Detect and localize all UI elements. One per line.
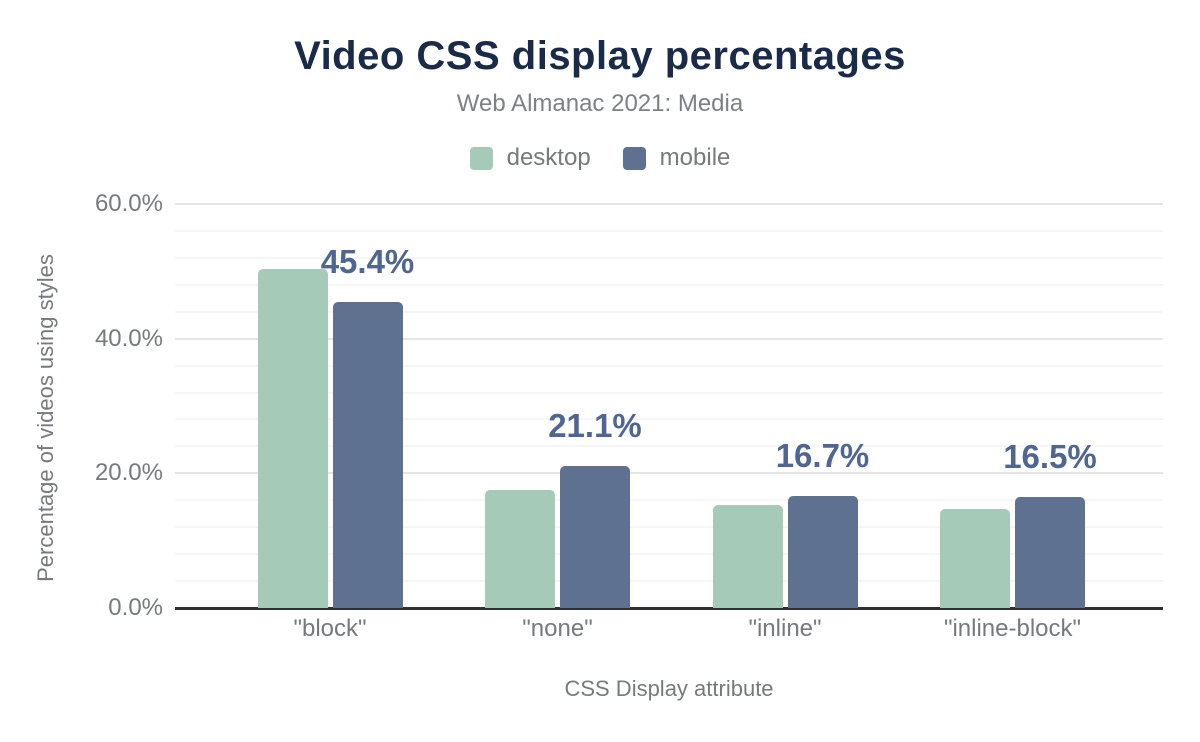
bar-value-label: 21.1% bbox=[548, 406, 642, 444]
gridline-major bbox=[175, 472, 1163, 475]
legend: desktop mobile bbox=[0, 144, 1200, 172]
x-tick-label: "none" bbox=[522, 615, 593, 642]
gridline-minor bbox=[175, 391, 1163, 394]
gridline-minor bbox=[175, 445, 1163, 448]
legend-item-desktop: desktop bbox=[469, 144, 591, 172]
x-axis-title: CSS Display attribute bbox=[564, 676, 774, 701]
legend-swatch-desktop bbox=[469, 146, 493, 170]
gridline-minor bbox=[175, 256, 1163, 259]
x-axis-line bbox=[175, 607, 1163, 610]
bar-desktop-3 bbox=[712, 504, 783, 608]
gridline-minor bbox=[175, 310, 1163, 313]
gridline-minor bbox=[175, 580, 1163, 583]
bar-desktop-4 bbox=[940, 509, 1010, 608]
gridline-minor bbox=[175, 499, 1163, 502]
x-tick-label: "block" bbox=[293, 615, 367, 642]
y-tick-label: 60.0% bbox=[94, 190, 163, 217]
y-axis-title: Percentage of videos using styles bbox=[33, 254, 58, 582]
gridline-minor bbox=[175, 229, 1163, 232]
gridline-major bbox=[175, 203, 1163, 205]
gridline-minor bbox=[175, 553, 1163, 556]
gridline-minor bbox=[175, 526, 1163, 529]
x-tick-label: "inline" bbox=[748, 615, 822, 642]
bar-mobile-2 bbox=[560, 465, 630, 608]
bar-desktop-1 bbox=[257, 269, 328, 608]
bar-mobile-4 bbox=[1015, 496, 1085, 608]
legend-item-mobile: mobile bbox=[622, 144, 731, 172]
legend-label: mobile bbox=[659, 144, 731, 171]
gridline-minor bbox=[175, 418, 1163, 421]
bar-value-label: 16.7% bbox=[775, 436, 870, 474]
bar-mobile-1 bbox=[332, 302, 403, 608]
gridline-minor bbox=[175, 283, 1163, 286]
bar-desktop-2 bbox=[485, 490, 555, 608]
plot-area bbox=[175, 203, 1163, 610]
y-tick-label: 0.0% bbox=[108, 594, 163, 621]
legend-label: desktop bbox=[506, 144, 591, 171]
bar-value-label: 45.4% bbox=[320, 243, 415, 281]
x-tick-label: "inline-block" bbox=[943, 615, 1082, 642]
y-tick-label: 40.0% bbox=[94, 324, 163, 352]
bar-mobile-3 bbox=[787, 495, 858, 608]
chart-subtitle: Web Almanac 2021: Media bbox=[456, 90, 744, 117]
bar-value-label: 16.5% bbox=[1003, 437, 1097, 475]
y-tick-label: 20.0% bbox=[94, 459, 163, 487]
gridline-major bbox=[175, 337, 1163, 340]
legend-swatch-mobile bbox=[622, 146, 646, 170]
chart-title: Video CSS display percentages bbox=[294, 34, 906, 78]
gridline-minor bbox=[175, 364, 1163, 367]
